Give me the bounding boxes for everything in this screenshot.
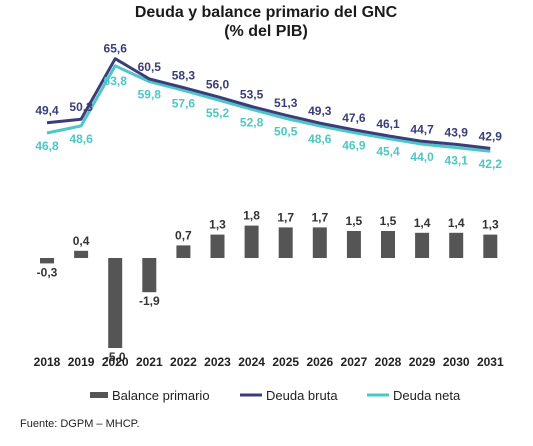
- bar-label-2028: 1,5: [380, 214, 397, 228]
- legend-swatch-balance: [90, 392, 108, 398]
- label-gross-2027: 47,6: [342, 111, 366, 125]
- bar-label-2031: 1,3: [482, 218, 499, 232]
- bar-label-2021: -1,9: [139, 294, 160, 308]
- label-net-2027: 46,9: [342, 139, 366, 153]
- label-net-2023: 55,2: [206, 106, 230, 120]
- label-net-2025: 50,5: [274, 124, 298, 138]
- label-net-2031: 42,2: [479, 157, 503, 171]
- source-note: Fuente: DGPM – MHCP.: [20, 418, 140, 430]
- bar-label-2020: -5,0: [105, 350, 126, 364]
- x-tick-2030: 2030: [443, 355, 470, 369]
- label-net-2026: 48,6: [308, 132, 332, 146]
- bar-balance-2028: [381, 231, 395, 258]
- bar-balance-2021: [142, 258, 157, 293]
- label-gross-2031: 42,9: [479, 129, 503, 143]
- bar-balance-2030: [449, 232, 464, 258]
- x-tick-2024: 2024: [238, 355, 265, 369]
- label-net-2022: 57,6: [172, 96, 196, 110]
- bar-balance-2029: [415, 232, 430, 258]
- x-tick-2018: 2018: [34, 355, 61, 369]
- x-tick-2019: 2019: [68, 355, 95, 369]
- label-net-2029: 44,0: [410, 150, 434, 164]
- x-tick-2022: 2022: [170, 355, 197, 369]
- bar-balance-2020: [108, 258, 123, 348]
- label-gross-2026: 49,3: [308, 104, 332, 118]
- legend-label-gross: Deuda bruta: [266, 388, 338, 403]
- label-net-2021: 59,8: [138, 88, 162, 102]
- label-gross-2028: 46,1: [376, 117, 400, 131]
- x-axis: 2018 2019 2020 2021 2022 2023 2024 2025 2026 2027…: [34, 355, 504, 369]
- bar-label-2029: 1,4: [414, 216, 431, 230]
- label-net-2028: 45,4: [376, 145, 400, 159]
- bar-balance-2025: [278, 227, 293, 258]
- bar-label-2019: 0,4: [73, 234, 90, 248]
- debt-lines: [46, 57, 491, 153]
- line-deuda-bruta: [46, 57, 491, 150]
- label-gross-2023: 56,0: [206, 78, 230, 92]
- bar-balance-2026: [312, 227, 327, 258]
- label-gross-2025: 51,3: [274, 96, 298, 110]
- label-gross-2024: 53,5: [240, 88, 264, 102]
- bar-label-2022: 0,7: [175, 228, 192, 242]
- label-gross-2029: 44,7: [410, 122, 434, 136]
- label-net-2018: 46,8: [35, 139, 59, 153]
- bar-balance-2022: [176, 245, 191, 258]
- legend: Balance primario Deuda bruta Deuda neta: [90, 388, 461, 403]
- data-labels: -0,3 0,4 -5,0 -1,9 0,7 1,3 1,8 1,7 1,7 1,5 1,5 1,4 1…: [35, 42, 502, 364]
- label-gross-2020: 65,6: [104, 42, 128, 56]
- x-tick-2025: 2025: [272, 355, 299, 369]
- legend-label-balance: Balance primario: [112, 388, 210, 403]
- bar-balance-2023: [210, 234, 225, 258]
- bar-balance-2019: [74, 250, 89, 258]
- x-tick-2026: 2026: [306, 355, 333, 369]
- bar-label-2024: 1,8: [243, 209, 260, 223]
- label-gross-2022: 58,3: [172, 69, 196, 83]
- label-gross-2018: 49,4: [35, 104, 59, 118]
- label-gross-2019: 50,3: [69, 100, 93, 114]
- bar-label-2023: 1,3: [209, 218, 226, 232]
- x-tick-2020: 2020: [102, 355, 129, 369]
- bar-label-2018: -0,3: [37, 265, 58, 279]
- label-net-2020: 63,8: [104, 74, 128, 88]
- balance-bars: [40, 225, 498, 348]
- line-deuda-neta: [46, 64, 491, 153]
- x-tick-2029: 2029: [409, 355, 436, 369]
- label-gross-2030: 43,9: [445, 125, 469, 139]
- bar-label-2026: 1,7: [311, 210, 328, 224]
- bar-label-2025: 1,7: [277, 210, 294, 224]
- legend-label-net: Deuda neta: [393, 388, 461, 403]
- label-net-2030: 43,1: [445, 154, 469, 168]
- bar-label-2027: 1,5: [346, 214, 363, 228]
- bar-balance-2031: [483, 234, 498, 258]
- chart-title: Deuda y balance primario del GNC: [135, 4, 398, 21]
- bar-balance-2018: [40, 258, 54, 264]
- x-tick-2023: 2023: [204, 355, 231, 369]
- label-net-2024: 52,8: [240, 115, 264, 129]
- x-tick-2027: 2027: [341, 355, 368, 369]
- x-tick-2031: 2031: [477, 355, 504, 369]
- bar-balance-2027: [346, 231, 361, 258]
- bar-balance-2024: [244, 225, 259, 258]
- bar-label-2030: 1,4: [448, 216, 465, 230]
- x-tick-2021: 2021: [136, 355, 163, 369]
- x-tick-2028: 2028: [375, 355, 402, 369]
- chart-subtitle: (% del PIB): [224, 23, 308, 40]
- label-net-2019: 48,6: [69, 132, 93, 146]
- label-gross-2021: 60,5: [138, 60, 162, 74]
